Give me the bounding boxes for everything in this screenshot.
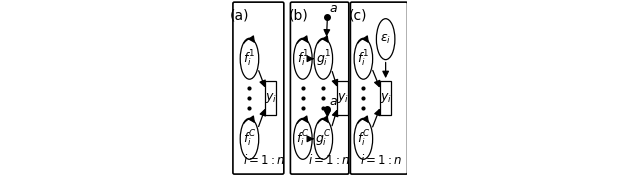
Text: $f_i^1$: $f_i^1$ [297,49,309,69]
FancyBboxPatch shape [291,2,349,174]
Text: (a): (a) [230,9,249,23]
Ellipse shape [294,38,312,79]
Text: (b): (b) [289,9,309,23]
Text: $y_i$: $y_i$ [265,91,277,105]
Ellipse shape [240,38,259,79]
Text: $a$: $a$ [329,95,338,108]
Ellipse shape [354,118,373,159]
Ellipse shape [377,19,395,60]
Text: $f_i^1$: $f_i^1$ [244,49,256,69]
Text: $f_i^C$: $f_i^C$ [296,129,310,149]
Text: (c): (c) [349,9,368,23]
Text: $g_i^1$: $g_i^1$ [315,49,331,69]
Text: $i = 1 : n$: $i = 1 : n$ [308,153,350,167]
Text: $i = 1 : n$: $i = 1 : n$ [244,153,286,167]
Bar [265,81,276,115]
Ellipse shape [240,118,259,159]
Ellipse shape [314,118,333,159]
Text: $a$: $a$ [329,2,338,15]
Text: $f_i^C$: $f_i^C$ [357,129,370,149]
Text: $f_i^1$: $f_i^1$ [357,49,370,69]
Ellipse shape [314,38,333,79]
Text: $f_i^C$: $f_i^C$ [243,129,256,149]
Text: $i = 1 : n$: $i = 1 : n$ [360,153,403,167]
Text: $y_i$: $y_i$ [336,91,349,105]
Text: $y_i$: $y_i$ [380,91,392,105]
Bar [337,81,348,115]
Text: $\epsilon_i$: $\epsilon_i$ [380,33,391,46]
Text: $g_i^C$: $g_i^C$ [315,129,331,149]
Bar [380,81,391,115]
FancyBboxPatch shape [233,2,284,174]
FancyBboxPatch shape [350,2,408,174]
Ellipse shape [294,118,312,159]
Ellipse shape [354,38,373,79]
